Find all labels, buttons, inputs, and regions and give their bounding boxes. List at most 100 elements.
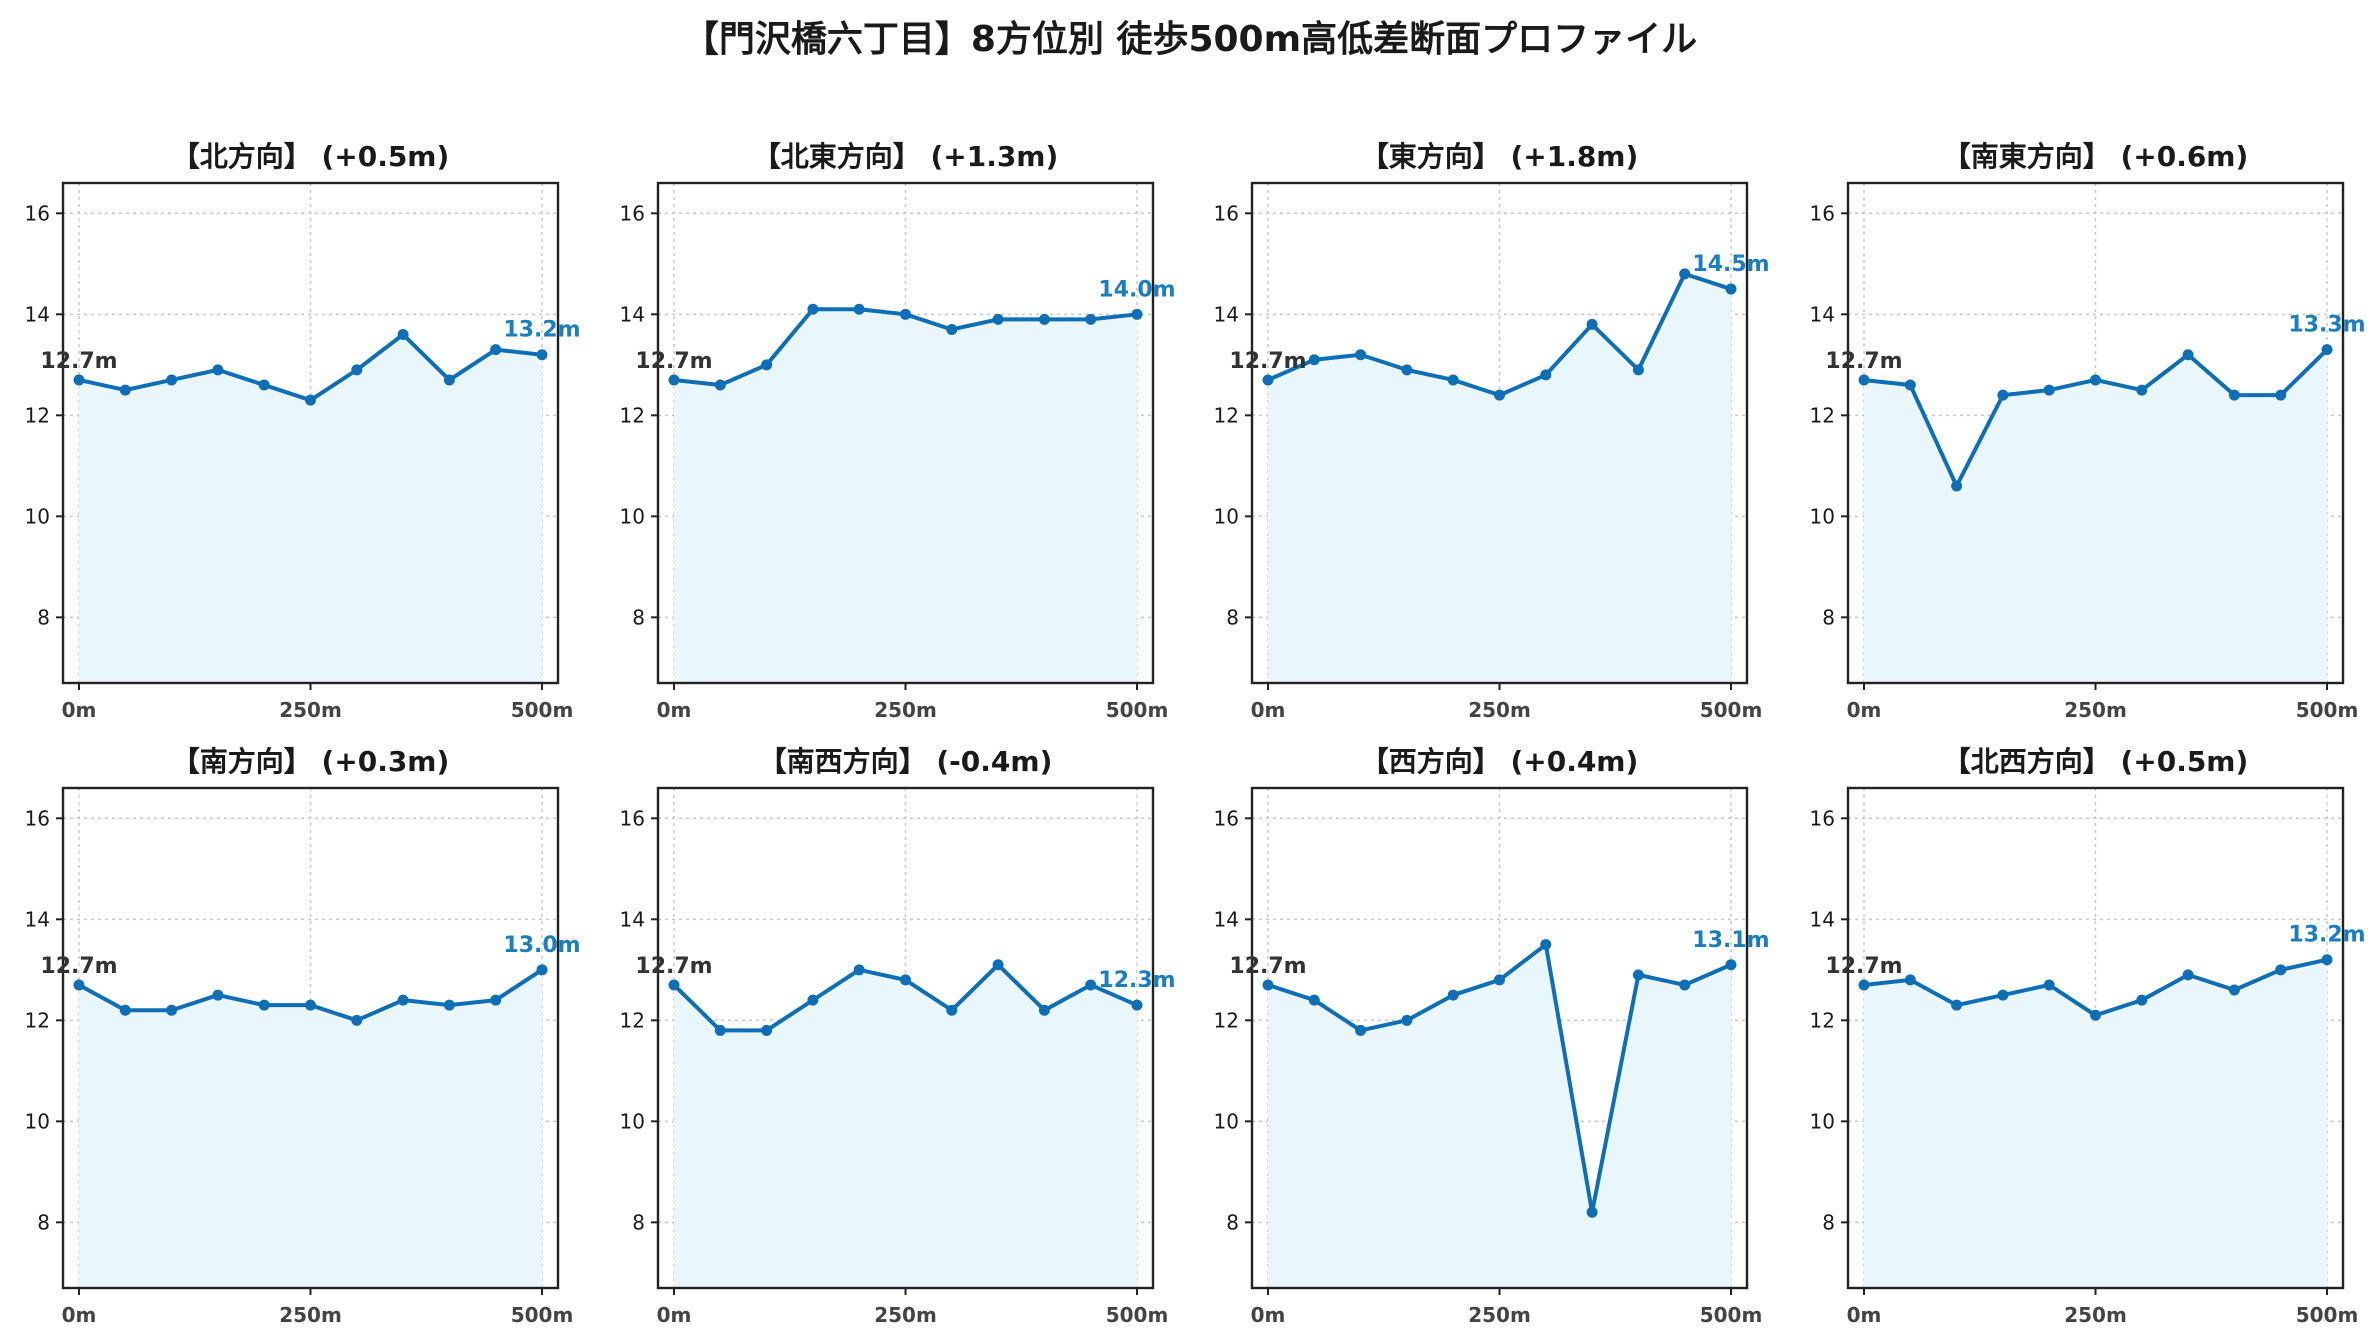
data-point — [1355, 1024, 1367, 1036]
data-point — [2136, 384, 2148, 396]
data-point — [1858, 374, 1870, 386]
data-point — [946, 1004, 958, 1016]
data-point — [1951, 999, 1963, 1011]
end-elevation-label: 13.1m — [1692, 928, 1769, 953]
x-tick-label: 250m — [2064, 1303, 2127, 1327]
data-point — [1085, 313, 1097, 325]
y-tick-label: 10 — [620, 504, 645, 528]
data-point — [1401, 364, 1413, 376]
data-point — [2321, 954, 2333, 966]
y-tick-label: 14 — [1810, 302, 1835, 326]
y-tick-label: 16 — [620, 806, 645, 830]
data-point — [1355, 349, 1367, 361]
start-elevation-label: 12.7m — [635, 349, 712, 374]
x-tick-label: 0m — [1251, 698, 1286, 722]
profile-chart: 8 10 12 14 16 0m 250m 500m 【西方向】 (+0.4m) 12.7m 13.… — [1214, 745, 1770, 1327]
y-tick-label: 10 — [1214, 1109, 1239, 1133]
y-tick-label: 10 — [620, 1109, 645, 1133]
start-elevation-label: 12.7m — [40, 349, 117, 374]
data-point — [992, 959, 1004, 971]
data-point — [212, 364, 224, 376]
elevation-area — [1864, 349, 2327, 683]
y-tick-label: 16 — [1214, 201, 1239, 225]
y-tick-label: 12 — [1810, 403, 1835, 427]
data-point — [73, 374, 85, 386]
elevation-area — [1864, 959, 2327, 1288]
end-elevation-label: 13.3m — [2288, 313, 2365, 338]
y-tick-label: 14 — [1214, 302, 1239, 326]
data-point — [119, 384, 131, 396]
data-point — [1586, 1206, 1598, 1218]
data-point — [1038, 1004, 1050, 1016]
y-tick-label: 12 — [1214, 403, 1239, 427]
y-tick-label: 8 — [37, 605, 50, 629]
elevation-area — [79, 969, 542, 1288]
start-elevation-label: 12.7m — [1825, 349, 1902, 374]
start-elevation-label: 12.7m — [635, 954, 712, 979]
y-tick-label: 12 — [1810, 1008, 1835, 1032]
y-tick-label: 10 — [25, 1109, 50, 1133]
elevation-area — [79, 334, 542, 683]
data-point — [443, 999, 455, 1011]
data-point — [258, 999, 270, 1011]
data-point — [351, 364, 363, 376]
data-point — [305, 999, 316, 1011]
start-elevation-label: 12.7m — [1825, 954, 1902, 979]
start-elevation-label: 12.7m — [1229, 954, 1306, 979]
y-tick-label: 8 — [1226, 1210, 1239, 1234]
data-point — [807, 994, 819, 1006]
x-tick-label: 250m — [1468, 698, 1531, 722]
data-point — [536, 349, 548, 361]
data-point — [1308, 354, 1320, 366]
data-point — [2090, 1009, 2101, 1021]
data-point — [1632, 969, 1644, 981]
data-point — [1447, 374, 1459, 386]
y-tick-label: 8 — [632, 605, 645, 629]
y-tick-label: 12 — [620, 1008, 645, 1032]
panel-title: 【南東方向】 (+0.6m) — [1943, 140, 2249, 173]
x-tick-label: 500m — [2296, 698, 2359, 722]
data-point — [1997, 989, 2009, 1001]
data-point — [1131, 308, 1143, 320]
data-point — [714, 379, 726, 391]
data-point — [1447, 989, 1459, 1001]
y-tick-label: 8 — [1822, 1210, 1835, 1234]
y-tick-label: 14 — [620, 907, 645, 931]
y-tick-label: 12 — [620, 403, 645, 427]
end-elevation-label: 13.2m — [2288, 923, 2365, 948]
profile-chart: 8 10 12 14 16 0m 250m 500m 【北方向】 (+0.5m) 12.7m 13.… — [25, 140, 581, 722]
data-point — [1586, 318, 1598, 330]
data-point — [443, 374, 455, 386]
y-tick-label: 16 — [25, 806, 50, 830]
data-point — [1858, 979, 1870, 991]
x-tick-label: 0m — [1847, 698, 1882, 722]
elevation-area — [1268, 273, 1731, 683]
data-point — [1679, 268, 1691, 280]
y-tick-label: 12 — [25, 403, 50, 427]
data-point — [2321, 344, 2333, 356]
x-tick-label: 0m — [657, 1303, 692, 1327]
data-point — [1262, 374, 1274, 386]
end-elevation-label: 14.5m — [1692, 252, 1769, 277]
x-tick-label: 250m — [874, 1303, 937, 1327]
x-tick-label: 250m — [279, 1303, 342, 1327]
x-tick-label: 500m — [1106, 698, 1169, 722]
data-point — [351, 1014, 363, 1026]
y-tick-label: 10 — [25, 504, 50, 528]
data-point — [1540, 939, 1552, 951]
data-point — [73, 979, 85, 991]
data-point — [2182, 969, 2194, 981]
data-point — [853, 303, 865, 315]
y-tick-label: 8 — [1822, 605, 1835, 629]
data-point — [2043, 384, 2055, 396]
y-tick-label: 14 — [1214, 907, 1239, 931]
x-tick-label: 0m — [1251, 1303, 1286, 1327]
data-point — [1401, 1014, 1413, 1026]
start-elevation-label: 12.7m — [1229, 349, 1306, 374]
panel-title: 【西方向】 (+0.4m) — [1361, 745, 1639, 778]
profile-chart: 8 10 12 14 16 0m 250m 500m 【北西方向】 (+0.5m) 12.7m 13… — [1810, 745, 2366, 1327]
x-tick-label: 250m — [2064, 698, 2127, 722]
data-point — [2182, 349, 2194, 361]
data-point — [2228, 389, 2240, 401]
data-point — [536, 964, 548, 976]
